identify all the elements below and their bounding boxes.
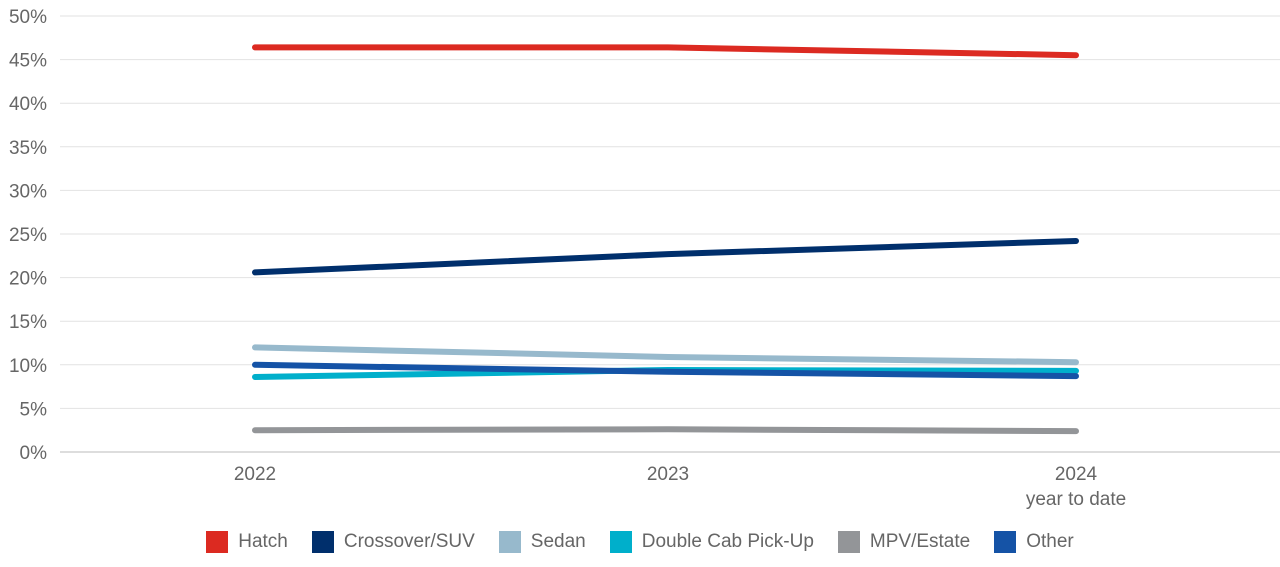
- legend-swatch: [498, 531, 521, 553]
- legend: Hatch Crossover/SUV Sedan Double Cab Pick-U…: [0, 531, 1280, 553]
- legend-item: Hatch: [206, 531, 288, 553]
- legend-swatch: [837, 531, 860, 553]
- series-line-crossover-suv: [252, 238, 1079, 276]
- legend-label: MPV/Estate: [869, 531, 971, 552]
- legend-swatch: [609, 531, 632, 553]
- x-tick-label: 2022: [234, 464, 276, 485]
- legend-item: Crossover/SUV: [311, 531, 475, 553]
- y-tick-label: 0%: [20, 443, 48, 464]
- legend-item: MPV/Estate: [837, 531, 971, 553]
- legend-swatch: [206, 531, 229, 553]
- legend-item: Sedan: [498, 531, 586, 553]
- y-tick-label: 15%: [9, 312, 47, 333]
- y-tick-label: 25%: [9, 225, 47, 246]
- y-tick-label: 30%: [9, 181, 47, 202]
- series-line-sedan: [252, 344, 1079, 366]
- y-tick-label: 20%: [9, 269, 47, 290]
- y-tick-label: 5%: [20, 399, 48, 420]
- series-line-mpv-estate: [252, 426, 1079, 435]
- y-tick-label: 35%: [9, 138, 47, 159]
- legend-label: Crossover/SUV: [343, 531, 475, 552]
- line-chart: 0% 5% 10% 15% 20% 25% 30% 35% 40% 45% 50% 2022 2023 2…: [9, 7, 1280, 510]
- y-tick-label: 10%: [9, 356, 47, 377]
- series-line-other: [252, 361, 1079, 380]
- legend-item: Double Cab Pick-Up: [609, 531, 814, 553]
- legend-label: Sedan: [530, 531, 586, 552]
- legend-label: Double Cab Pick-Up: [641, 531, 814, 552]
- legend-item: Other: [994, 531, 1074, 553]
- legend-swatch: [994, 531, 1017, 553]
- legend-swatch: [311, 531, 334, 553]
- y-tick-label: 45%: [9, 51, 47, 72]
- legend-label: Hatch: [238, 531, 288, 552]
- y-tick-label: 40%: [9, 94, 47, 115]
- x-tick-label: 2024: [1055, 464, 1098, 485]
- y-tick-label: 50%: [9, 7, 47, 28]
- legend-label: Other: [1026, 531, 1074, 552]
- x-tick-label: 2023: [647, 464, 689, 485]
- x-tick-sublabel: year to date: [1026, 489, 1126, 510]
- series-line-hatch: [252, 44, 1079, 59]
